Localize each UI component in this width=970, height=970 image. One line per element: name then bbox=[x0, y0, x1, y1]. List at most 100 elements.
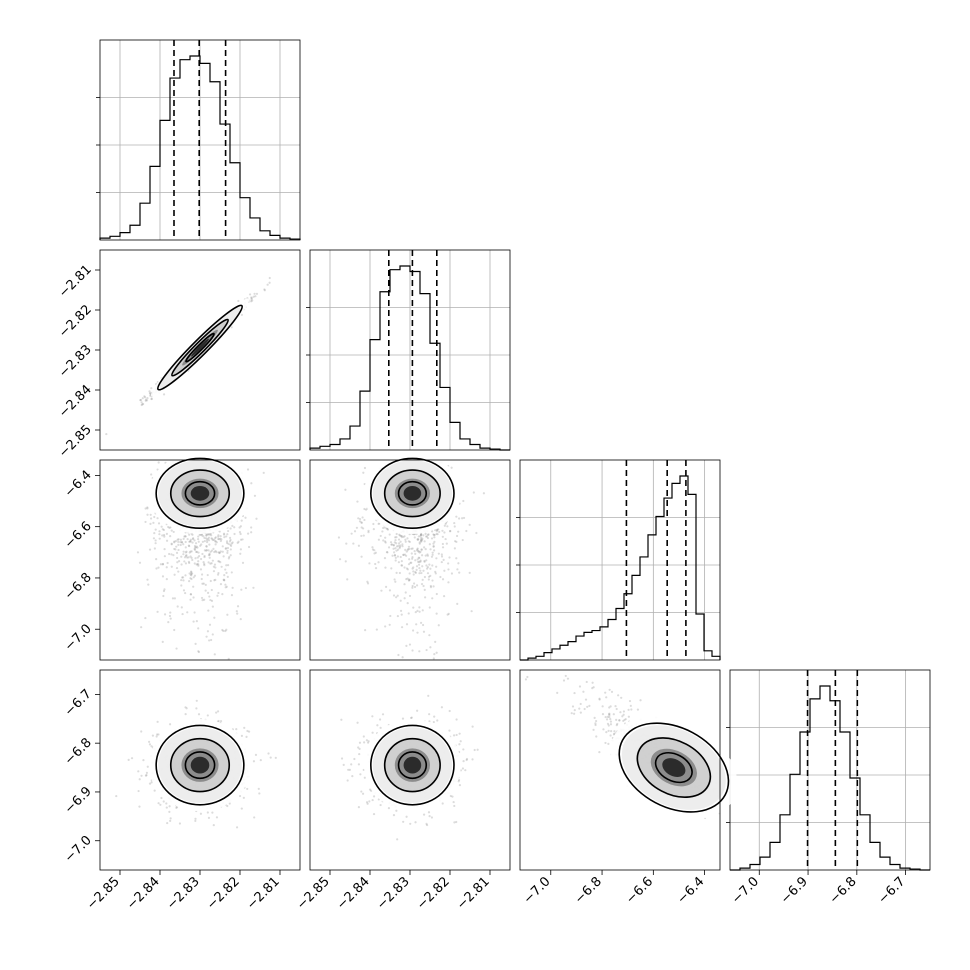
scatter-point bbox=[228, 540, 232, 543]
scatter-point bbox=[183, 556, 187, 559]
scatter-point bbox=[140, 401, 143, 404]
scatter-point bbox=[420, 540, 423, 543]
scatter-point bbox=[428, 815, 431, 818]
density-shade bbox=[190, 756, 210, 774]
scatter-point bbox=[604, 691, 607, 694]
scatter-point bbox=[398, 571, 401, 575]
scatter-point bbox=[182, 543, 185, 546]
scatter-point bbox=[448, 709, 451, 713]
scatter-point bbox=[194, 542, 198, 545]
scatter-point bbox=[390, 567, 393, 570]
scatter-point bbox=[407, 563, 411, 566]
scatter-point bbox=[578, 685, 582, 688]
scatter-point bbox=[396, 555, 399, 558]
scatter-point bbox=[384, 566, 387, 569]
scatter-point bbox=[173, 547, 176, 551]
scatter-point bbox=[447, 612, 450, 616]
scatter-point bbox=[154, 539, 157, 542]
scatter-point bbox=[390, 543, 394, 546]
scatter-point bbox=[228, 536, 232, 539]
scatter-point bbox=[368, 562, 371, 565]
scatter-point bbox=[177, 560, 181, 563]
panel-frame bbox=[309, 249, 511, 451]
scatter-point bbox=[346, 779, 349, 782]
scatter-point bbox=[455, 557, 458, 560]
scatter-point bbox=[115, 794, 118, 798]
scatter-point bbox=[197, 563, 200, 566]
scatter-point bbox=[399, 544, 402, 547]
scatter-point bbox=[415, 584, 419, 587]
scatter-point bbox=[162, 528, 166, 532]
scatter-point bbox=[423, 575, 427, 579]
scatter-point bbox=[476, 748, 479, 751]
scatter-point bbox=[214, 537, 217, 540]
scatter-point bbox=[381, 530, 384, 533]
scatter-point bbox=[150, 387, 153, 390]
scatter-point bbox=[458, 784, 462, 787]
scatter-point bbox=[353, 530, 357, 533]
scatter-point bbox=[411, 629, 415, 632]
scatter-point bbox=[184, 540, 187, 544]
scatter-point bbox=[240, 588, 243, 591]
scatter-point bbox=[221, 628, 224, 632]
scatter-point bbox=[365, 801, 369, 804]
scatter-point bbox=[397, 538, 401, 541]
scatter-point bbox=[430, 537, 434, 540]
scatter-point bbox=[413, 585, 417, 589]
scatter-point bbox=[408, 572, 411, 575]
scatter-point bbox=[141, 403, 144, 406]
scatter-point bbox=[207, 533, 210, 536]
scatter-point bbox=[208, 595, 211, 598]
scatter-point bbox=[413, 550, 416, 553]
scatter-point bbox=[417, 563, 421, 566]
scatter-point bbox=[437, 528, 440, 531]
scatter-point bbox=[165, 532, 169, 535]
scatter-point bbox=[404, 548, 407, 552]
scatter-point bbox=[225, 564, 228, 567]
scatter-point bbox=[192, 620, 195, 623]
scatter-point bbox=[416, 631, 419, 634]
scatter-point bbox=[226, 546, 230, 550]
scatter-point bbox=[403, 535, 406, 538]
scatter-point bbox=[450, 466, 453, 469]
scatter-point bbox=[621, 715, 624, 718]
scatter-point bbox=[149, 517, 153, 520]
scatter-point bbox=[388, 623, 391, 626]
scatter-point bbox=[627, 708, 630, 711]
scatter-point bbox=[425, 823, 429, 827]
scatter-point bbox=[393, 551, 396, 554]
scatter-point bbox=[127, 758, 130, 761]
scatter-point bbox=[163, 533, 166, 537]
scatter-point bbox=[243, 726, 246, 729]
scatter-point bbox=[216, 710, 220, 713]
scatter-point bbox=[239, 548, 242, 551]
scatter-point bbox=[255, 292, 259, 295]
scatter-point bbox=[227, 657, 230, 660]
scatter-point bbox=[233, 532, 236, 536]
scatter-point bbox=[408, 579, 411, 582]
scatter-point bbox=[217, 551, 220, 554]
scatter-point bbox=[239, 525, 242, 528]
scatter-point bbox=[200, 596, 204, 600]
scatter-point bbox=[199, 568, 203, 571]
scatter-point bbox=[405, 815, 408, 818]
scatter-point bbox=[251, 299, 254, 302]
scatter-point bbox=[403, 597, 406, 600]
scatter-point bbox=[146, 506, 149, 509]
scatter-point bbox=[226, 613, 229, 616]
scatter-point bbox=[407, 545, 411, 548]
scatter-point bbox=[435, 565, 438, 568]
scatter-point bbox=[208, 556, 211, 559]
scatter-point bbox=[443, 524, 446, 527]
scatter-point bbox=[360, 521, 363, 524]
scatter-point bbox=[222, 532, 226, 535]
scatter-point bbox=[185, 707, 188, 710]
scatter-point bbox=[337, 536, 341, 539]
scatter-point bbox=[222, 629, 225, 633]
scatter-point bbox=[184, 551, 187, 554]
scatter-point bbox=[250, 298, 253, 301]
scatter-point bbox=[187, 560, 191, 563]
scatter-point bbox=[177, 543, 180, 546]
scatter-point bbox=[160, 525, 163, 528]
scatter-point bbox=[395, 571, 398, 574]
